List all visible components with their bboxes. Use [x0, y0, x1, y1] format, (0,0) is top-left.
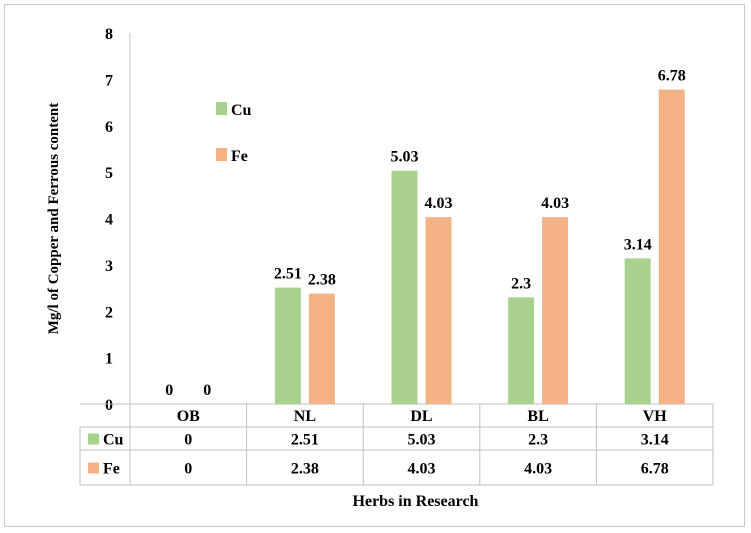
data-label: 5.03: [391, 149, 419, 166]
data-label: 2.3: [511, 275, 531, 292]
bar-fe: [542, 217, 569, 404]
table-cell: 2.3: [528, 432, 548, 449]
y-tick-label: 0: [105, 397, 113, 414]
x-category-label: OB: [177, 408, 200, 425]
table-cell: 3.14: [641, 432, 669, 449]
y-tick-label: 8: [105, 26, 113, 43]
table-cell: 0: [184, 432, 192, 449]
legend-swatch: [216, 102, 227, 115]
bar-cu: [508, 297, 535, 404]
data-label: 2.38: [308, 272, 336, 289]
bar-cu: [274, 287, 301, 404]
data-label: 6.78: [658, 68, 686, 85]
data-label: 4.03: [425, 195, 453, 212]
y-tick-label: 4: [105, 212, 113, 229]
table-cell: 6.78: [641, 461, 669, 478]
table-row-header: Cu: [103, 432, 124, 449]
x-axis-title: Herbs in Research: [353, 493, 479, 510]
bar-fe: [425, 217, 452, 404]
chart-frame: [4, 4, 745, 527]
y-tick-label: 2: [105, 304, 113, 321]
y-tick-label: 7: [105, 72, 113, 89]
x-category-label: VH: [643, 408, 668, 425]
table-cell: 4.03: [524, 461, 552, 478]
y-tick-label: 3: [105, 258, 113, 275]
table-legend-key: [88, 433, 99, 445]
y-tick-label: 6: [105, 119, 113, 136]
bar-fe: [658, 89, 685, 404]
table-cell: 2.51: [291, 432, 319, 449]
bar-fe: [308, 293, 335, 404]
x-category-label: BL: [527, 408, 548, 425]
table-cell: 4.03: [408, 461, 436, 478]
bar-cu: [391, 170, 418, 404]
bar-cu: [624, 258, 651, 404]
x-category-label: DL: [410, 408, 432, 425]
table-cell: 5.03: [408, 432, 436, 449]
data-label: 0: [203, 382, 211, 399]
y-axis-title: Mg/l of Copper and Ferrous content: [46, 103, 62, 335]
y-tick-label: 1: [105, 351, 113, 368]
table-cell: 0: [184, 461, 192, 478]
legend-label: Fe: [231, 148, 248, 165]
table-row-header: Fe: [103, 461, 120, 478]
legend-label: Cu: [231, 102, 252, 119]
data-label: 2.51: [274, 266, 302, 283]
data-label: 0: [165, 382, 173, 399]
y-tick-label: 5: [105, 165, 113, 182]
legend-swatch: [216, 148, 227, 161]
table-legend-key: [88, 462, 99, 474]
table-cell: 2.38: [291, 461, 319, 478]
data-label: 3.14: [624, 236, 652, 253]
x-category-label: NL: [294, 408, 316, 425]
data-label: 4.03: [541, 195, 569, 212]
